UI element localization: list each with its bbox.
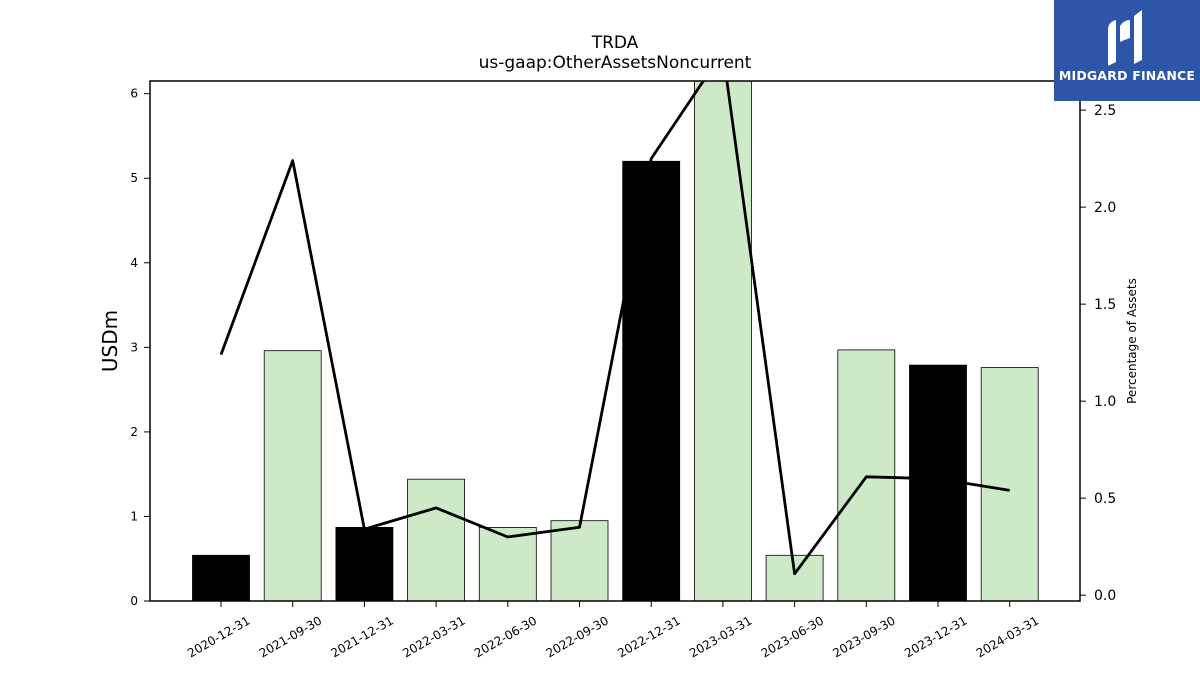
right-tick-label: 1.0 bbox=[1094, 394, 1116, 410]
x-axis: 2020-12-31 2021-09-30 2021-12-31 2022-03-31… bbox=[185, 601, 1041, 660]
x-tick-label: 2022-12-31 bbox=[615, 613, 682, 660]
right-tick-label: 2.5 bbox=[1094, 103, 1116, 119]
right-tick-label: 1.5 bbox=[1094, 297, 1116, 313]
midgard-finance-logo: MIDGARD FINANCE bbox=[1054, 0, 1200, 101]
bar-2021-12-31 bbox=[335, 527, 394, 602]
bar-2023-06-30 bbox=[765, 554, 824, 602]
x-tick-label: 2020-12-31 bbox=[185, 613, 252, 660]
bar-2022-03-31 bbox=[407, 478, 466, 602]
x-tick-label: 2024-03-31 bbox=[974, 613, 1041, 660]
left-tick-label: 4 bbox=[130, 256, 138, 270]
x-tick-label: 2022-09-30 bbox=[544, 613, 611, 660]
x-tick-label: 2023-03-31 bbox=[687, 613, 754, 660]
x-tick-label: 2022-06-30 bbox=[472, 613, 539, 660]
x-tick-label: 2022-03-31 bbox=[400, 613, 467, 660]
y-axis-label-right: Percentage of Assets bbox=[1125, 278, 1139, 404]
bar-2022-06-30 bbox=[478, 527, 537, 602]
x-tick-label: 2021-09-30 bbox=[257, 613, 324, 660]
left-tick-label: 3 bbox=[130, 340, 138, 354]
x-tick-label: 2023-06-30 bbox=[759, 613, 826, 660]
y-axis-label-left: USDm bbox=[98, 310, 122, 372]
right-y-axis: 0.0 0.5 1.0 1.5 2.0 2.5 bbox=[1080, 103, 1116, 604]
plot-frame bbox=[149, 80, 1081, 602]
chart-title: TRDA bbox=[591, 33, 639, 53]
bar-2024-03-31 bbox=[980, 367, 1039, 602]
x-tick-label: 2023-12-31 bbox=[902, 613, 969, 660]
percentage-line bbox=[219, 81, 1010, 576]
logo-mark-icon bbox=[1108, 10, 1142, 66]
bar-2023-03-31 bbox=[694, 80, 752, 602]
x-tick-label: 2023-09-30 bbox=[830, 613, 897, 660]
left-tick-label: 2 bbox=[130, 425, 138, 439]
left-y-axis: 0 1 2 3 4 5 6 bbox=[130, 87, 150, 608]
chart-subtitle: us-gaap:OtherAssetsNoncurrent bbox=[479, 53, 752, 73]
right-tick-label: 0.5 bbox=[1094, 491, 1116, 507]
bar-2020-12-31 bbox=[192, 554, 250, 602]
left-tick-label: 1 bbox=[130, 509, 138, 523]
logo-text: MIDGARD FINANCE bbox=[1058, 68, 1196, 83]
bar-2021-09-30 bbox=[263, 350, 322, 602]
left-tick-label: 6 bbox=[130, 87, 138, 101]
right-tick-label: 2.0 bbox=[1094, 200, 1116, 216]
bar-2022-12-31 bbox=[622, 160, 681, 602]
left-tick-label: 0 bbox=[130, 594, 138, 608]
bar-2022-09-30 bbox=[550, 520, 609, 602]
line-series bbox=[219, 81, 1010, 576]
right-tick-label: 0.0 bbox=[1094, 588, 1116, 604]
left-tick-label: 5 bbox=[130, 171, 138, 185]
x-tick-label: 2021-12-31 bbox=[328, 613, 395, 660]
bar-series bbox=[192, 80, 1039, 602]
